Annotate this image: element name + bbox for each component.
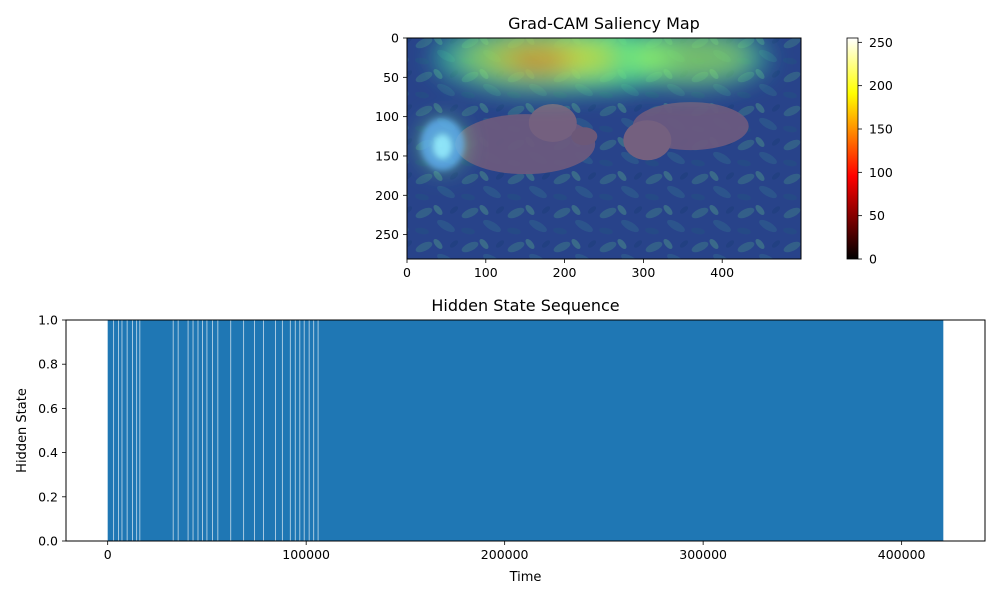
hm-y-tick-label-0: 0 <box>391 31 399 46</box>
hidden-state-fill <box>107 320 944 541</box>
cb-tick-label-150: 150 <box>869 122 893 137</box>
hm-y-tick-label-100: 100 <box>375 109 399 124</box>
hm-y-tick-label-150: 150 <box>375 148 399 163</box>
saliency-map-panel: Grad-CAM Saliency Map 0 100 200 300 400 0 50 1… <box>375 14 802 280</box>
hm-x-tick-label-300: 300 <box>631 265 655 280</box>
cb-tick-label-50: 50 <box>869 208 885 223</box>
hm-x-tick-label-400: 400 <box>710 265 734 280</box>
saliency-map-frame <box>406 37 802 260</box>
saliency-map-title: Grad-CAM Saliency Map <box>508 14 700 33</box>
bar-y-tick-label-0: 0.0 <box>38 534 58 549</box>
hidden-state-y-ticks: 0.0 0.2 0.4 0.6 0.8 1.0 <box>38 313 66 549</box>
colorbar-ticks: 0 50 100 150 200 250 <box>858 35 893 267</box>
hotspot-core-1 <box>510 50 572 73</box>
saliency-map-image <box>407 38 801 259</box>
saliency-map-x-ticks: 0 100 200 300 400 <box>403 259 734 280</box>
bar-y-tick-label-5: 1.0 <box>38 313 58 328</box>
bar-x-tick-label-100000: 100000 <box>282 547 330 562</box>
hidden-state-bars <box>107 320 944 541</box>
hm-x-tick-label-0: 0 <box>403 265 411 280</box>
hotspot-mid-2 <box>630 38 751 81</box>
bar-y-tick-label-2: 0.4 <box>38 445 58 460</box>
puppy-left-snout <box>571 127 598 146</box>
puppy-right-head <box>623 120 672 161</box>
bar-y-tick-label-4: 0.8 <box>38 357 58 372</box>
bar-y-tick-label-3: 0.6 <box>38 401 58 416</box>
hm-y-tick-label-250: 250 <box>375 227 399 242</box>
bar-x-tick-label-200000: 200000 <box>481 547 529 562</box>
hm-x-tick-label-200: 200 <box>553 265 577 280</box>
hidden-state-x-label: Time <box>509 570 542 585</box>
cb-tick-label-100: 100 <box>869 165 893 180</box>
saliency-hotspots <box>420 38 770 171</box>
hm-x-tick-label-100: 100 <box>474 265 498 280</box>
saliency-left-blob <box>420 118 465 171</box>
colorbar: 0 50 100 150 200 250 <box>846 35 893 267</box>
colorbar-gradient <box>846 37 859 260</box>
bar-x-tick-label-400000: 400000 <box>878 547 926 562</box>
hm-y-tick-label-50: 50 <box>383 70 399 85</box>
hm-y-tick-label-200: 200 <box>375 188 399 203</box>
bar-y-tick-label-1: 0.2 <box>38 489 58 504</box>
bar-x-tick-label-0: 0 <box>104 547 112 562</box>
cb-tick-label-0: 0 <box>869 252 877 267</box>
puppy-left-head <box>528 103 577 142</box>
hidden-state-panel: Hidden State Sequence 0 100000 200000 30000… <box>15 296 986 585</box>
hidden-state-title: Hidden State Sequence <box>431 296 619 315</box>
saliency-map-y-ticks: 0 50 100 150 200 250 <box>375 31 407 242</box>
hidden-state-y-label: Hidden State <box>15 388 30 473</box>
bar-x-tick-label-300000: 300000 <box>679 547 727 562</box>
hidden-state-frame <box>65 319 986 542</box>
hidden-state-x-ticks: 0 100000 200000 300000 400000 <box>104 541 926 562</box>
cb-tick-label-250: 250 <box>869 35 893 50</box>
left-blob-inner <box>433 134 452 159</box>
cb-tick-label-200: 200 <box>869 78 893 93</box>
